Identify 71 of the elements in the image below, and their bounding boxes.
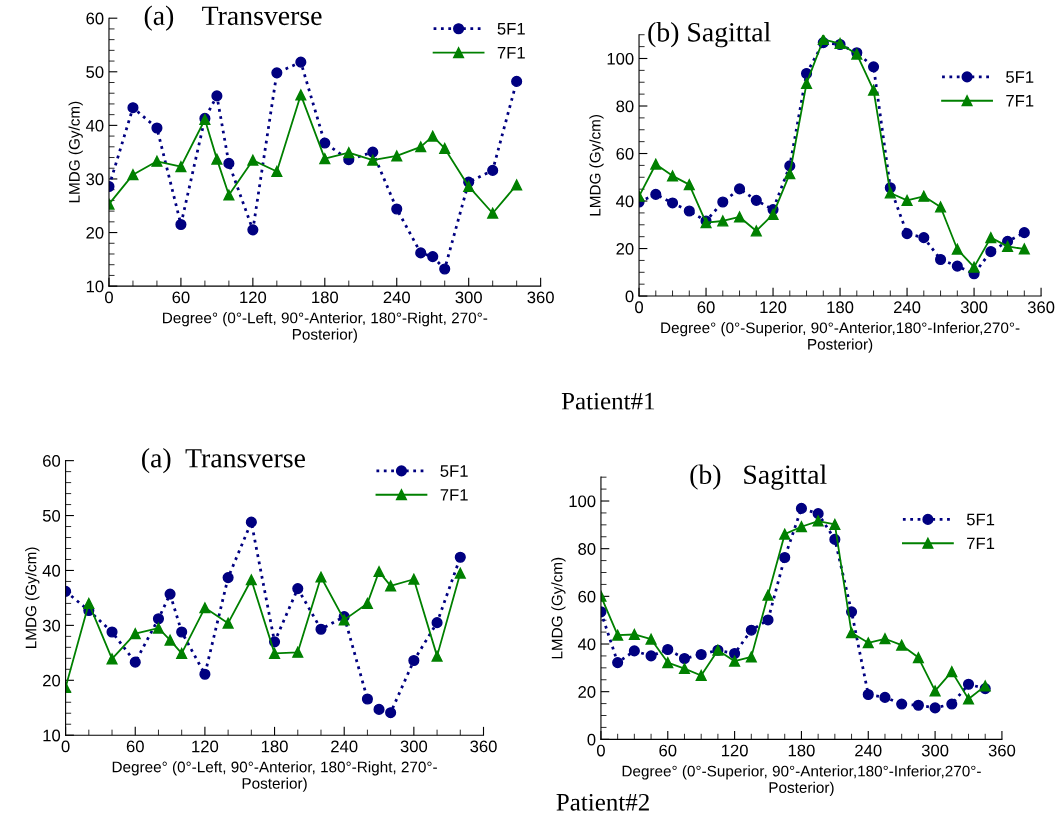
x-tick-label: 60: [126, 740, 144, 753]
y-tick-label: 40: [616, 195, 634, 208]
legend-label: 5F1: [440, 465, 468, 477]
legend-label: 7F1: [440, 489, 468, 501]
y-tick-label: 60: [43, 455, 61, 467]
y-tick-label: 20: [578, 686, 596, 698]
y-tick-label: 20: [616, 242, 634, 255]
x-tick-label: 60: [697, 301, 715, 314]
x-tick-label: 300: [960, 301, 988, 314]
y-tick-label: 20: [43, 674, 61, 687]
legend-label: 7F1: [1006, 95, 1034, 107]
x-tick-label: 0: [596, 744, 605, 757]
chart-title: (b) Sagittal: [690, 464, 827, 490]
x-tick-label: 180: [261, 740, 288, 753]
legend-label: 5F1: [497, 23, 525, 35]
x-tick-label: 120: [240, 291, 267, 304]
x-tick-label: 240: [331, 740, 358, 753]
x-axis-title: Degree° (0°-Left, 90°-Anterior, 180°-Right, 270°- Posterior): [163, 312, 488, 343]
x-tick-label: 180: [312, 291, 339, 304]
legend-label: 5F1: [1006, 71, 1034, 83]
text: Patient#1: [561, 392, 655, 410]
y-tick-label: 30: [86, 173, 104, 186]
y-axis-title: LMDG (Gy/cm): [25, 547, 40, 649]
x-tick-label: 300: [400, 740, 428, 753]
y-tick-label: 100: [607, 52, 634, 65]
y-tick-label: 60: [616, 147, 634, 160]
x-tick-label: 60: [172, 291, 190, 304]
y-axis-title: LMDG (Gy/cm): [68, 101, 83, 203]
x-tick-label: 360: [527, 291, 554, 304]
x-tick-label: 180: [788, 744, 815, 757]
x-tick-label: 60: [659, 744, 677, 757]
x-tick-label: 120: [192, 740, 219, 753]
y-tick-label: 100: [569, 495, 596, 508]
x-tick-label: 360: [470, 740, 497, 753]
chart-title: (a) Transverse: [144, 5, 322, 31]
chart-title: (b) Sagittal: [648, 22, 771, 48]
y-tick-label: 50: [86, 66, 104, 78]
x-tick-label: 0: [61, 740, 70, 753]
y-tick-label: 10: [86, 280, 104, 293]
chart-title: (a) Transverse: [142, 448, 305, 474]
legend-label: 5F1: [966, 513, 995, 526]
x-tick-label: 0: [635, 301, 644, 314]
text: Patient#2: [556, 793, 649, 811]
y-tick-label: 60: [86, 12, 104, 25]
y-axis-title: LMDG (Gy/cm): [589, 115, 604, 216]
x-tick-label: 240: [893, 301, 921, 314]
y-tick-label: 40: [577, 638, 596, 651]
x-axis-title: Degree° (0°-Superior, 90°-Anterior,180°-Inferior,270°- Posterior): [661, 322, 1020, 353]
x-tick-label: 360: [988, 744, 1016, 757]
x-tick-label: 240: [855, 744, 882, 757]
y-tick-label: 20: [86, 226, 104, 239]
legend-label: 7F1: [967, 537, 995, 550]
y-tick-label: 10: [43, 729, 61, 742]
x-tick-label: 0: [104, 291, 113, 304]
x-tick-label: 120: [760, 301, 787, 314]
y-tick-label: 30: [42, 619, 61, 632]
x-axis-title: Degree° (0°-Left, 90°-Anterior, 180°-Right, 270°- Posterior): [112, 761, 437, 792]
x-tick-label: 360: [1027, 301, 1055, 314]
legend-label: 7F1: [497, 46, 525, 59]
x-tick-label: 300: [921, 744, 949, 757]
y-axis-title: LMDG (Gy/cm): [551, 557, 566, 659]
y-tick-label: 60: [578, 590, 596, 603]
y-tick-label: 40: [42, 564, 61, 577]
y-tick-label: 40: [85, 119, 104, 132]
y-tick-label: 80: [616, 100, 634, 113]
x-tick-label: 240: [383, 291, 410, 304]
y-tick-label: 80: [578, 543, 596, 555]
x-tick-label: 120: [721, 744, 748, 757]
x-tick-label: 300: [455, 291, 482, 304]
x-tick-label: 180: [827, 301, 854, 314]
y-tick-label: 50: [42, 509, 61, 522]
